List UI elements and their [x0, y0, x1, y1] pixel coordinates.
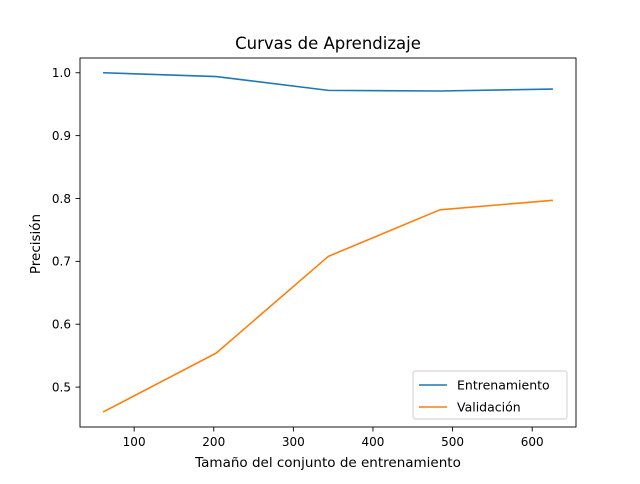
series-line-validacion	[102, 199, 553, 413]
y-tick-label: 1.0	[52, 66, 71, 80]
chart-title: Curvas de Aprendizaje	[235, 34, 421, 53]
legend-label-validacion: Validación	[457, 400, 521, 415]
legend-box	[412, 370, 568, 420]
y-tick-label: 0.9	[52, 129, 71, 143]
x-tick-label: 200	[202, 435, 225, 449]
y-tick-label: 0.6	[52, 318, 71, 332]
x-tick-label: 100	[123, 435, 146, 449]
legend-label-entrenamiento: Entrenamiento	[457, 378, 550, 393]
x-tick-label: 400	[362, 435, 385, 449]
y-axis-label: Precisión	[28, 214, 44, 274]
x-axis-label: Tamaño del conjunto de entrenamiento	[194, 455, 461, 471]
x-tick-label: 300	[282, 435, 305, 449]
x-tick-label: 600	[521, 435, 544, 449]
y-tick-label: 0.7	[52, 255, 71, 269]
plot-area: 100 200 300 400 500 600 0.5 0.6 0.7 0.8 0.9 1.0 Entr…	[52, 57, 577, 449]
y-tick-label: 0.5	[52, 380, 71, 394]
series-line-entrenamiento	[103, 71, 553, 92]
y-tick-label: 0.8	[52, 192, 71, 206]
axes-frame	[79, 57, 577, 428]
x-tick-label: 500	[441, 435, 464, 449]
